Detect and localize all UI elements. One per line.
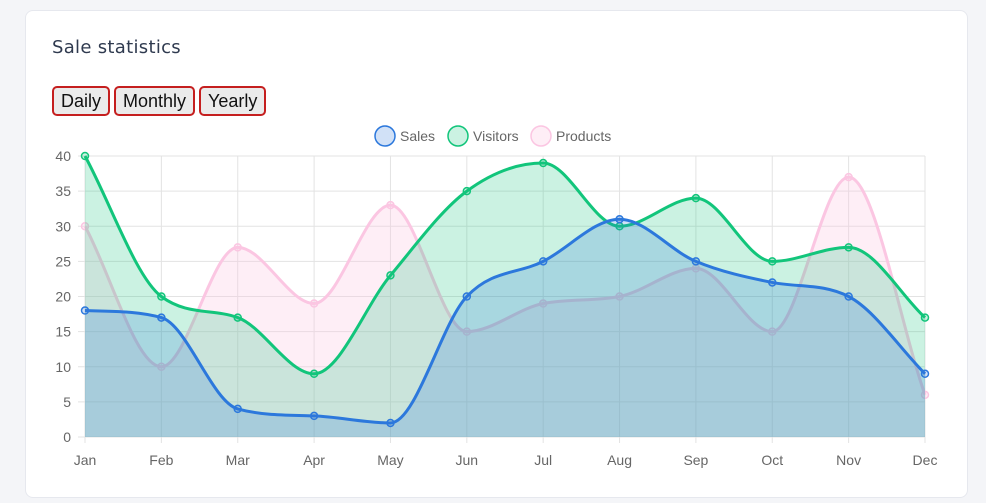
- yearly-button[interactable]: Yearly: [199, 86, 267, 116]
- products-point: [615, 292, 624, 301]
- visitors-line: [83, 155, 927, 376]
- visitors-point: [920, 313, 930, 322]
- card-title: Sale statistics: [52, 37, 181, 58]
- y-tick-label: 30: [55, 218, 71, 234]
- sales-point: [920, 369, 930, 379]
- sales-point: [538, 257, 548, 266]
- products-point: [386, 200, 395, 210]
- legend-label-sales: Sales: [400, 128, 435, 144]
- visitors-point: [309, 369, 319, 379]
- y-tick-label: 15: [55, 324, 71, 340]
- x-tick-label: Nov: [836, 452, 861, 468]
- y-tick-label: 40: [55, 148, 71, 164]
- x-tick-label: May: [377, 452, 403, 468]
- period-toggle-group: Daily Monthly Yearly: [52, 86, 267, 116]
- visitors-point: [157, 292, 166, 301]
- x-tick-label: Jan: [74, 452, 97, 468]
- sales-point: [309, 411, 319, 421]
- visitors-point: [538, 158, 548, 168]
- products-point: [80, 222, 90, 231]
- sales-point: [462, 292, 472, 301]
- y-tick-label: 5: [63, 394, 71, 410]
- grid: [78, 155, 926, 443]
- legend-marker-visitors: [447, 125, 469, 147]
- legend-item-products: Products: [530, 125, 611, 147]
- products-point: [157, 362, 166, 371]
- products-point: [233, 243, 242, 252]
- legend-marker-products: [530, 125, 552, 147]
- products-point: [538, 299, 548, 308]
- y-tick-label: 35: [55, 183, 71, 199]
- x-tick-label: Dec: [913, 452, 938, 468]
- sales-point: [80, 306, 90, 315]
- legend-label-products: Products: [556, 128, 611, 144]
- sales-line: [84, 217, 927, 425]
- products-point: [462, 327, 472, 336]
- visitors-point: [768, 257, 777, 266]
- products-point: [768, 327, 777, 336]
- products-area: [85, 177, 925, 437]
- visitors-point: [233, 313, 242, 322]
- y-tick-label: 10: [55, 359, 71, 375]
- x-tick-label: Mar: [226, 452, 250, 468]
- x-tick-label: Aug: [607, 452, 632, 468]
- y-tick-label: 0: [63, 429, 71, 445]
- visitors-point: [462, 186, 472, 196]
- x-tick-label: Jul: [534, 452, 552, 468]
- x-tick-label: Jun: [456, 452, 479, 468]
- y-tick-label: 25: [55, 253, 71, 269]
- visitors-point: [386, 271, 395, 280]
- x-tick-label: Oct: [761, 452, 783, 468]
- sales-point: [768, 278, 777, 287]
- legend: Sales Visitors Products: [374, 125, 611, 147]
- products-point: [920, 390, 930, 400]
- legend-item-visitors: Visitors: [447, 125, 519, 147]
- x-tick-label: Sep: [683, 452, 708, 468]
- daily-button[interactable]: Daily: [52, 86, 111, 116]
- sales-point: [157, 313, 166, 322]
- series-sales: [80, 214, 930, 437]
- legend-marker-sales: [374, 125, 396, 147]
- sales-point: [691, 257, 701, 266]
- visitors-point: [80, 151, 90, 161]
- x-tick-label: Apr: [303, 452, 325, 468]
- monthly-button[interactable]: Monthly: [114, 86, 196, 116]
- legend-label-visitors: Visitors: [473, 128, 519, 144]
- sales-point: [844, 292, 853, 301]
- sales-point: [386, 418, 395, 428]
- series-visitors: [80, 151, 930, 437]
- products-point: [309, 299, 319, 308]
- visitors-point: [844, 243, 853, 252]
- y-tick-label: 20: [55, 289, 71, 305]
- sales-point: [233, 404, 242, 414]
- x-tick-label: Feb: [149, 452, 173, 468]
- sales-point: [615, 214, 624, 224]
- visitors-point: [691, 193, 701, 203]
- sales-area: [85, 219, 925, 437]
- legend-item-sales: Sales: [374, 125, 435, 147]
- products-point: [844, 172, 853, 182]
